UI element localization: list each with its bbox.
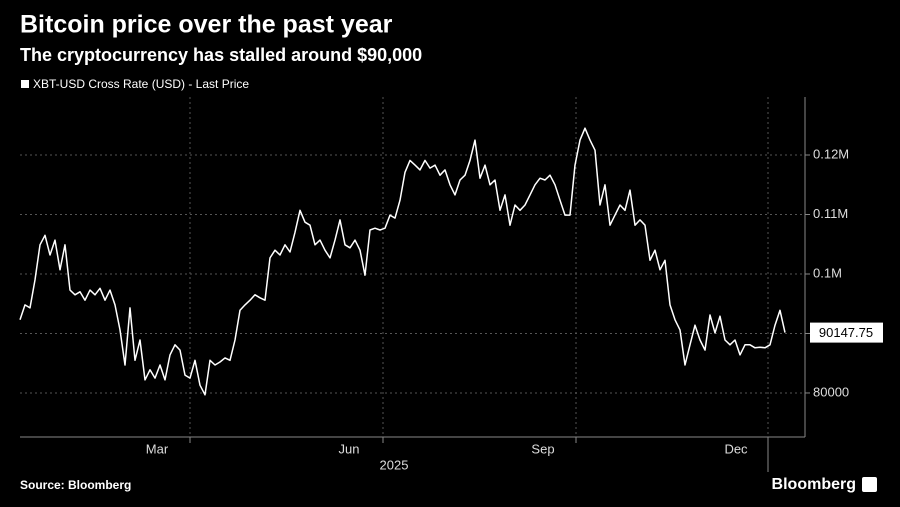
x-tick-label: Jun: [339, 441, 360, 456]
chart-subtitle: The cryptocurrency has stalled around $9…: [20, 45, 422, 65]
y-tick-label: 0.12M: [813, 146, 849, 161]
last-price-label: 90147.75: [819, 325, 873, 340]
last-price-box: [810, 322, 883, 343]
y-tick-label: 0.1M: [813, 265, 842, 280]
chart-title: Bitcoin price over the past year: [20, 11, 393, 39]
legend-label: XBT-USD Cross Rate (USD) - Last Price: [33, 77, 249, 91]
x-tick-label: Mar: [146, 441, 169, 456]
y-tick-label: 0.11M: [813, 206, 848, 221]
brand: Bloomberg: [772, 476, 856, 493]
legend-swatch: [21, 80, 29, 88]
x-tick-label: Dec: [724, 441, 748, 456]
x-tick-label: Sep: [531, 441, 554, 456]
source: Source: Bloomberg: [20, 478, 131, 492]
brand-icon: [862, 477, 877, 492]
price-line: [19, 127, 786, 396]
year-label: 2025: [380, 457, 409, 472]
y-tick-label: 80000: [813, 384, 849, 399]
